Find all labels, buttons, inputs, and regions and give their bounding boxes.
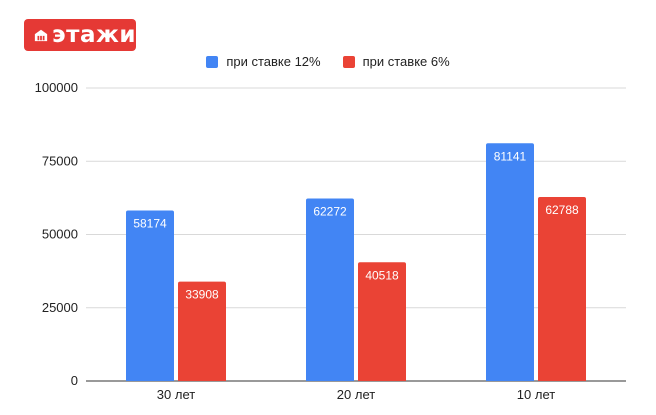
y-tick-label: 75000 bbox=[42, 153, 78, 168]
data-label: 40518 bbox=[365, 268, 399, 282]
bar bbox=[486, 143, 534, 381]
x-tick-label: 20 лет bbox=[337, 387, 375, 402]
building-icon bbox=[34, 29, 48, 42]
data-label: 33908 bbox=[185, 288, 219, 302]
brand-logo: этажи bbox=[24, 19, 136, 51]
y-tick-label: 100000 bbox=[35, 80, 78, 95]
bar bbox=[126, 210, 174, 381]
legend-item-series-2: при ставке 6% bbox=[342, 54, 450, 69]
data-label: 81141 bbox=[494, 149, 527, 163]
x-tick-label: 30 лет bbox=[157, 387, 195, 402]
bar bbox=[178, 281, 226, 381]
chart-legend: при ставке 12% при ставке 6% bbox=[0, 54, 656, 69]
legend-swatch-series-1 bbox=[206, 55, 219, 68]
bar bbox=[358, 262, 406, 381]
data-label: 62272 bbox=[313, 205, 347, 219]
brand-name: этажи bbox=[52, 22, 136, 48]
legend-swatch-series-2 bbox=[342, 55, 355, 68]
y-tick-label: 0 bbox=[71, 373, 78, 388]
y-tick-label: 50000 bbox=[42, 227, 78, 242]
legend-label-series-1: при ставке 12% bbox=[226, 54, 321, 69]
bar bbox=[306, 198, 354, 381]
legend-item-series-1: при ставке 12% bbox=[206, 54, 321, 69]
bar bbox=[538, 197, 586, 381]
data-label: 58174 bbox=[133, 217, 167, 231]
y-tick-label: 25000 bbox=[42, 300, 78, 315]
legend-label-series-2: при ставке 6% bbox=[362, 54, 450, 69]
data-label: 62788 bbox=[545, 203, 579, 217]
x-tick-label: 10 лет bbox=[517, 387, 555, 402]
